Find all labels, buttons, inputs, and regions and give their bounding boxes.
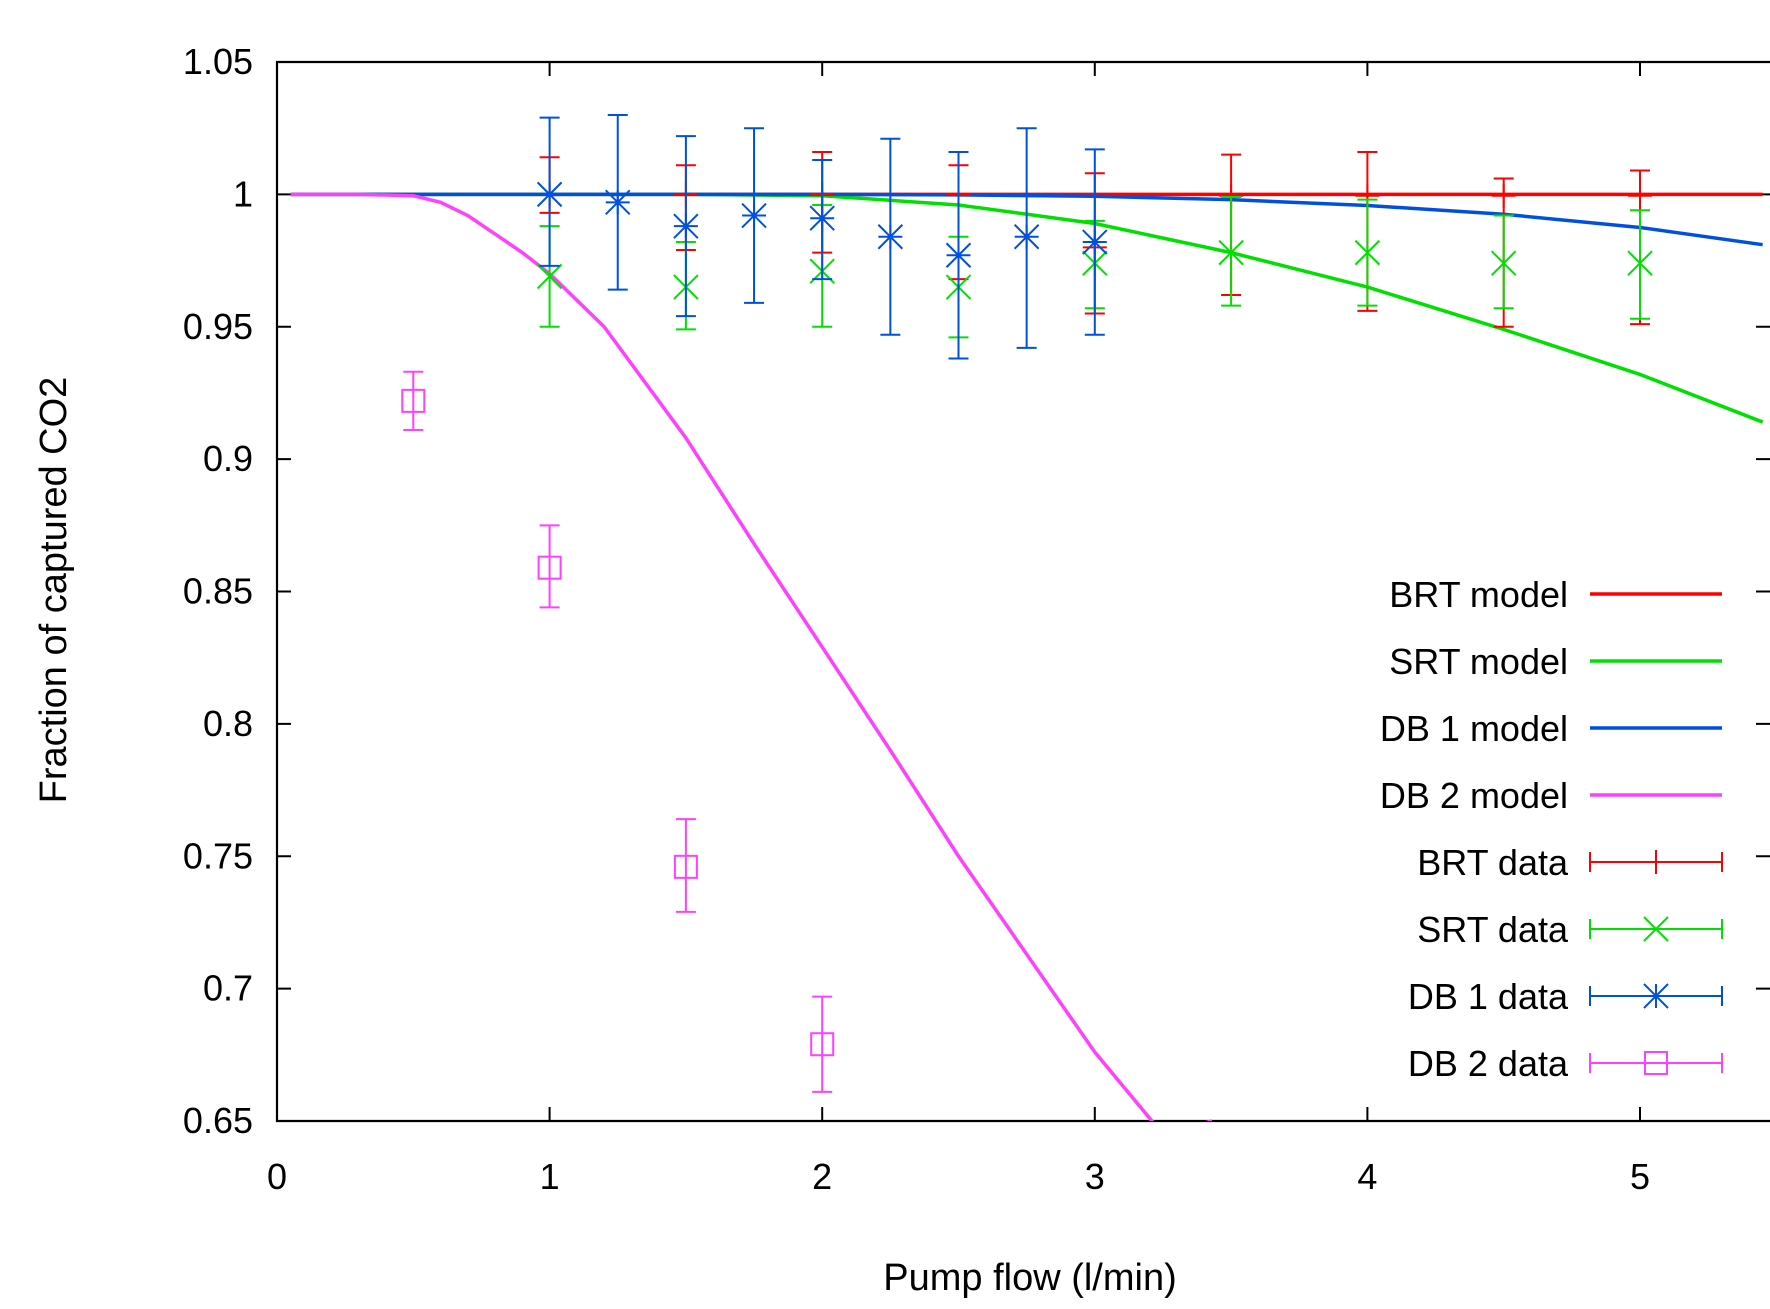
errorbar-db-2-data bbox=[539, 524, 560, 609]
y-tick-label: 0.65 bbox=[183, 1100, 253, 1141]
x-tick-label: 5 bbox=[1630, 1156, 1650, 1197]
legend-label-brt-model: BRT model bbox=[1389, 574, 1568, 615]
point-db-1-data bbox=[673, 213, 699, 239]
point-db-1-data bbox=[877, 224, 904, 250]
x-tick-label: 4 bbox=[1357, 1156, 1377, 1197]
point-srt-data bbox=[536, 263, 563, 290]
y-tick-label: 0.75 bbox=[183, 835, 253, 876]
x-tick-label: 2 bbox=[812, 1156, 832, 1197]
point-db-1-data bbox=[536, 181, 563, 208]
series-layer bbox=[290, 113, 1764, 1121]
point-db-1-data bbox=[1082, 229, 1108, 255]
point-srt-data bbox=[1490, 250, 1517, 276]
legend-label-db-2-data: DB 2 data bbox=[1408, 1043, 1569, 1084]
errorbar-db-2-data bbox=[675, 818, 696, 913]
y-tick-label: 1 bbox=[233, 173, 253, 214]
point-srt-data bbox=[1354, 239, 1381, 266]
legend-label-db-2-model: DB 2 model bbox=[1380, 775, 1568, 816]
point-db-2-data bbox=[673, 854, 698, 879]
series-db-1-data bbox=[536, 113, 1108, 360]
x-axis-title: Pump flow (l/min) bbox=[883, 1257, 1177, 1299]
y-axis: 0.65 0.7 0.75 0.8 0.85 0.9 0.95 1 1.05 bbox=[183, 41, 1770, 1141]
point-brt-data bbox=[1628, 183, 1652, 208]
x-tick-label: 0 bbox=[267, 1156, 287, 1197]
y-tick-label: 0.7 bbox=[203, 968, 253, 1009]
line-db-2-model bbox=[290, 192, 1213, 1121]
point-db-1-data bbox=[809, 205, 835, 231]
errorbar-db-2-data bbox=[403, 370, 424, 432]
legend-label-db-1-model: DB 1 model bbox=[1380, 708, 1568, 749]
legend: BRT model SRT model DB 1 model DB 2 model BR… bbox=[1380, 574, 1723, 1084]
point-db-1-data bbox=[1013, 224, 1040, 250]
legend-label-srt-model: SRT model bbox=[1389, 641, 1568, 682]
legend-label-db-1-data: DB 1 data bbox=[1408, 976, 1569, 1017]
legend-marker-srt-data bbox=[1643, 916, 1669, 942]
legend-label-brt-data: BRT data bbox=[1417, 842, 1569, 883]
legend-marker-brt-data bbox=[1644, 850, 1668, 874]
errorbar-db-2-data bbox=[812, 995, 833, 1093]
y-tick-label: 0.8 bbox=[203, 703, 253, 744]
point-brt-data bbox=[1491, 183, 1516, 208]
point-srt-data bbox=[1627, 250, 1653, 276]
legend-marker-db-2-data bbox=[1644, 1051, 1668, 1075]
point-db-1-data bbox=[605, 189, 631, 216]
point-srt-data bbox=[1218, 239, 1244, 266]
y-tick-label: 0.85 bbox=[183, 571, 253, 612]
x-tick-label: 3 bbox=[1085, 1156, 1105, 1197]
y-tick-label: 1.05 bbox=[183, 41, 253, 82]
legend-marker-db-1-data bbox=[1643, 983, 1669, 1009]
legend-swatch-db-2-data bbox=[1589, 1053, 1723, 1073]
legend-label-srt-data: SRT data bbox=[1417, 909, 1569, 950]
point-db-2-data bbox=[810, 1032, 835, 1057]
y-tick-label: 0.95 bbox=[183, 306, 253, 347]
point-db-1-data bbox=[741, 202, 767, 229]
series-db-2-data bbox=[401, 370, 835, 1093]
point-db-2-data bbox=[537, 555, 562, 580]
series-db-2-model bbox=[290, 192, 1213, 1121]
x-tick-label: 1 bbox=[540, 1156, 560, 1197]
y-tick-label: 0.9 bbox=[203, 438, 253, 479]
point-db-2-data bbox=[401, 388, 426, 413]
x-axis: 0 1 2 3 4 5 bbox=[267, 62, 1650, 1197]
y-axis-title: Fraction of captured CO2 bbox=[33, 377, 75, 804]
point-db-1-data bbox=[945, 242, 972, 268]
